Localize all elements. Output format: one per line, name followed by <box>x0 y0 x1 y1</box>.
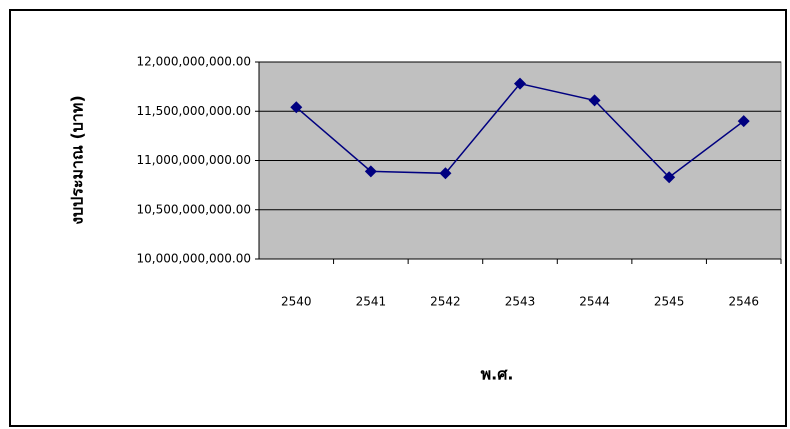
data-point <box>663 171 676 184</box>
x-tick-label: 2542 <box>430 295 461 309</box>
x-tick-label: 2540 <box>281 295 312 309</box>
x-tick-label: 2546 <box>728 295 759 309</box>
data-point <box>588 94 601 107</box>
y-tick-label: 10,000,000,000.00 <box>136 252 251 266</box>
data-point <box>290 101 303 114</box>
y-tick-label: 10,500,000,000.00 <box>136 202 251 216</box>
x-axis-title: พ.ศ. <box>481 365 514 384</box>
x-tick-label: 2544 <box>579 295 610 309</box>
data-point <box>737 115 750 128</box>
y-axis-title: งบประมาณ (บาท) <box>68 95 87 225</box>
x-tick-label: 2545 <box>654 295 685 309</box>
data-point <box>439 167 452 180</box>
data-point <box>514 77 526 90</box>
y-tick-label: 12,000,000,000.00 <box>136 55 251 69</box>
y-tick-label: 11,500,000,000.00 <box>136 104 251 118</box>
x-tick-label: 2541 <box>356 295 387 309</box>
y-tick-label: 11,000,000,000.00 <box>136 153 251 167</box>
x-tick-label: 2543 <box>505 295 536 309</box>
data-point <box>364 165 377 178</box>
